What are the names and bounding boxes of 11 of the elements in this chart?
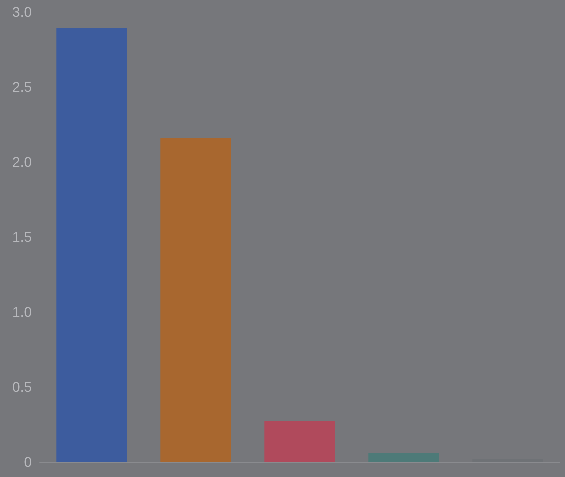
bar xyxy=(368,453,440,462)
y-tick-label: 3.0 xyxy=(12,4,32,20)
y-tick-label: 0 xyxy=(24,454,32,470)
y-tick-label: 2.5 xyxy=(12,79,32,95)
y-tick-label: 1.5 xyxy=(12,229,32,245)
bar xyxy=(160,138,232,462)
bar xyxy=(56,28,128,462)
y-tick-label: 0.5 xyxy=(12,379,32,395)
y-tick-label: 1.0 xyxy=(12,304,32,320)
y-tick-label: 2.0 xyxy=(12,154,32,170)
bar xyxy=(264,422,336,462)
